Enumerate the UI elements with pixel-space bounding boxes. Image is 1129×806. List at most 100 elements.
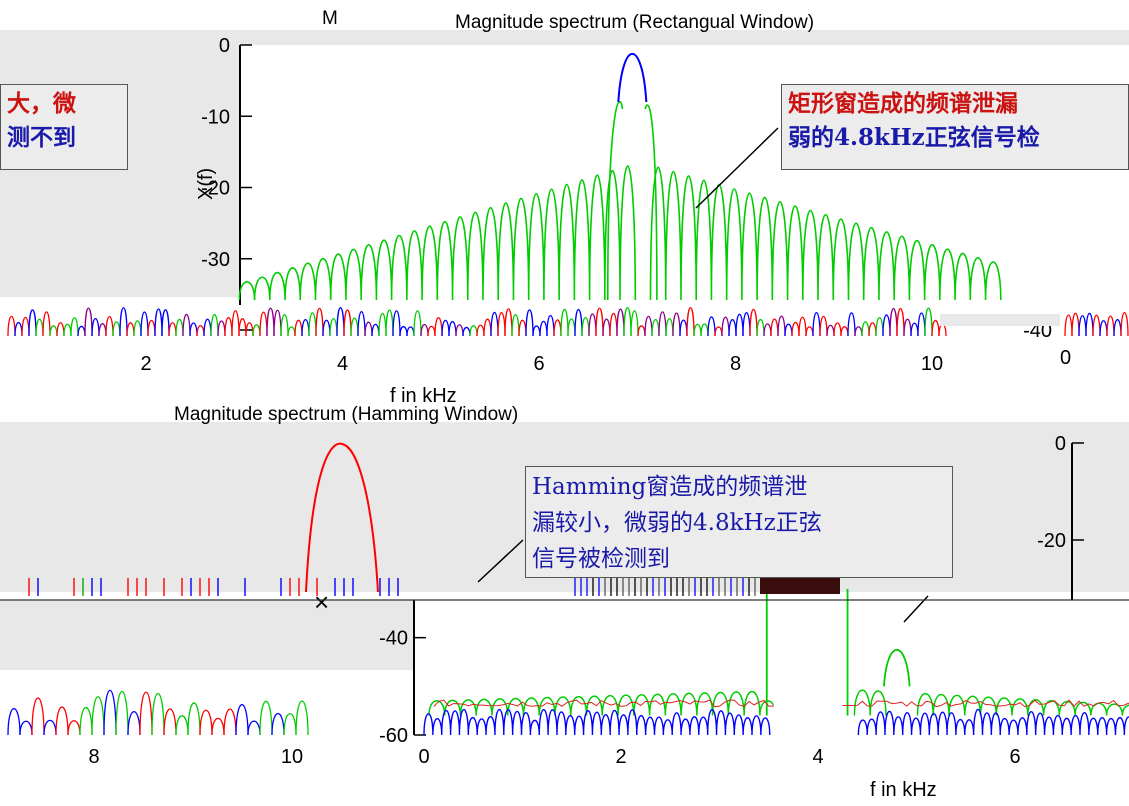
noise-lobe <box>896 308 905 337</box>
noise-lobe <box>223 708 237 736</box>
noise-lobe <box>623 307 632 337</box>
noise-lobe <box>151 692 165 736</box>
ham-annotation-line1: Hamming窗造成的频谱泄 <box>532 474 808 500</box>
noise-lobe <box>574 309 583 337</box>
noise-lobe <box>497 312 506 337</box>
top-title: Magnitude spectrum (Rectangual Window) <box>455 12 814 33</box>
left-x-tick-label: 8 <box>88 746 99 768</box>
noise-lobe <box>602 318 611 337</box>
noise-lobe <box>847 312 856 337</box>
noise-lobe <box>693 323 702 337</box>
bottom-y-tick-label: -60 <box>379 725 408 747</box>
top-y-tick-label: -20 <box>201 178 230 200</box>
noise-lobe <box>294 319 303 337</box>
noise-lobe <box>43 719 57 736</box>
noise-lobe <box>588 313 597 337</box>
top-x-tick-label: 6 <box>533 353 544 375</box>
noise-lobe <box>595 307 604 337</box>
noise-lobe <box>189 322 198 337</box>
bottom-right-y-ticks: 0 -20 <box>1037 433 1084 552</box>
noise-lobe <box>271 713 285 736</box>
noise-lobe <box>175 715 189 736</box>
noise-lobe <box>315 308 324 337</box>
noise-lobe <box>161 309 170 337</box>
noise-lobe <box>140 311 149 337</box>
noise-lobe <box>63 323 72 337</box>
small-peak-4p8 <box>883 649 911 687</box>
noise-lobe <box>798 316 807 337</box>
noise-lobe <box>539 320 548 337</box>
noise-lobe <box>651 318 660 337</box>
noise-lobe <box>910 322 919 337</box>
noise-lobe <box>553 319 562 337</box>
noise-lobe <box>434 317 443 337</box>
noise-lobe <box>147 319 156 337</box>
noise-lobe <box>399 326 408 337</box>
ham-annotation-line2: 漏较小，微弱的4.8kHz正弦 <box>532 510 822 536</box>
noise-lobe <box>103 689 117 736</box>
noise-lobe <box>119 307 128 337</box>
close-glyph: × <box>314 587 329 617</box>
noise-lobe <box>217 320 226 337</box>
noise-lobe <box>476 324 485 337</box>
noise-lobe <box>91 317 100 337</box>
noise-strip-mid <box>0 578 1129 601</box>
right-y-tick-label: -20 <box>1037 530 1066 552</box>
rect-annotation-line1: 矩形窗造成的频谱泄漏 <box>788 90 1018 117</box>
noise-lobe <box>67 720 81 736</box>
noise-lobe <box>784 323 793 337</box>
noise-lobe <box>259 311 268 337</box>
noise-lobe <box>665 317 674 337</box>
noise-lobe <box>406 326 415 337</box>
noise-lobe <box>735 313 744 337</box>
top-x-tick-label: 4 <box>337 353 348 375</box>
ham-annotation-line3: 信号被检测到 <box>532 546 670 572</box>
top-x-tick-fragment: 0 <box>1060 347 1071 369</box>
noise-lobe <box>154 308 163 337</box>
noise-lobe <box>938 323 947 337</box>
bottom-series-blue <box>423 627 1129 736</box>
noise-lobe <box>350 317 359 337</box>
noise-lobe <box>525 309 534 337</box>
noise-lobe <box>1099 320 1108 337</box>
noise-lobe <box>609 313 618 337</box>
noise-lobe <box>329 317 338 337</box>
noise-lobe <box>357 311 366 337</box>
noise-lobe <box>35 318 44 337</box>
noise-lobe <box>840 326 849 337</box>
noise-lobe <box>49 325 58 337</box>
top-series-green <box>238 101 1002 301</box>
noise-lobe <box>637 325 646 337</box>
top-x-label: f in kHz <box>390 385 457 407</box>
top-series-blue <box>617 53 648 103</box>
noise-lobe <box>924 307 933 337</box>
noise-lobe <box>385 309 394 337</box>
noise-lobe <box>28 309 37 337</box>
noise-lobe <box>714 326 723 337</box>
noise-lobe <box>203 318 212 337</box>
noise-lobe <box>756 318 765 337</box>
noise-lobe <box>210 314 219 337</box>
noise-lobe <box>903 318 912 337</box>
bottom-left-x-ticks: 8 10 <box>88 746 303 768</box>
noise-lobe <box>42 311 51 337</box>
noise-lobe <box>511 314 520 337</box>
left-x-tick-label: 10 <box>281 746 303 768</box>
noise-lobe <box>283 713 297 736</box>
main-lobe-gap <box>773 627 843 735</box>
bottom-annotation-pointer-left <box>477 539 524 583</box>
noise-lobe <box>392 310 401 337</box>
noise-lobe <box>168 322 177 337</box>
noise-lobe <box>77 325 86 337</box>
noise-lobe <box>413 310 422 337</box>
noise-lobe <box>469 325 478 337</box>
noise-lobe <box>1120 312 1129 337</box>
noise-lobe <box>287 326 296 337</box>
noise-lobe <box>889 308 898 337</box>
noise-lobe <box>700 323 709 337</box>
noise-lobe <box>504 308 513 337</box>
noise-lobe <box>252 324 261 337</box>
top-y-tick-label: -30 <box>201 249 230 271</box>
noise-lobe <box>1064 314 1073 337</box>
noise-lobe <box>427 325 436 337</box>
